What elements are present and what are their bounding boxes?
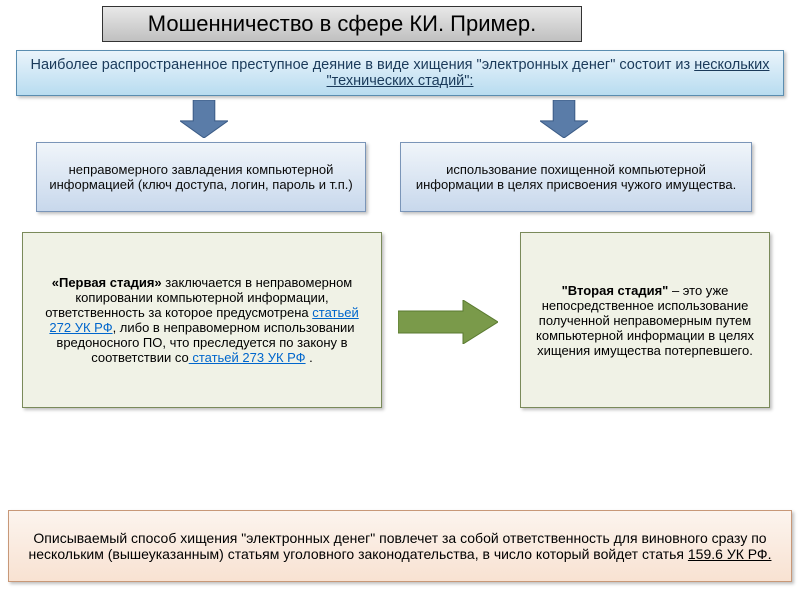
page-title: Мошенничество в сфере КИ. Пример. [102, 6, 582, 42]
link-article-273[interactable]: статьей 273 УК РФ [189, 350, 306, 365]
arrow-right [398, 300, 498, 344]
intro-text: Наиболее распространенное преступное дея… [27, 57, 773, 89]
stage-desc-left-text: «Первая стадия» заключается в неправомер… [35, 275, 369, 365]
title-text: Мошенничество в сфере КИ. Пример. [148, 11, 536, 37]
arrow-down-right [540, 100, 588, 138]
conclusion-box: Описываемый способ хищения "электронных … [8, 510, 792, 582]
stage-head-left-text: неправомерного завладения компьютерной и… [47, 162, 355, 192]
intro-box: Наиболее распространенное преступное дея… [16, 50, 784, 96]
link-article-272[interactable]: статьей 272 УК РФ [49, 305, 358, 335]
link-article-159-6[interactable]: 159.6 УК РФ. [688, 546, 772, 562]
stage-head-right: использование похищенной компьютерной ин… [400, 142, 752, 212]
stage-desc-right: "Вторая стадия" – это уже непосредственн… [520, 232, 770, 408]
stage-desc-right-text: "Вторая стадия" – это уже непосредственн… [533, 283, 757, 358]
stage-head-right-text: использование похищенной компьютерной ин… [411, 162, 741, 192]
arrow-down-left [180, 100, 228, 138]
stage-desc-left: «Первая стадия» заключается в неправомер… [22, 232, 382, 408]
stage-head-left: неправомерного завладения компьютерной и… [36, 142, 366, 212]
conclusion-text: Описываемый способ хищения "электронных … [23, 530, 777, 562]
